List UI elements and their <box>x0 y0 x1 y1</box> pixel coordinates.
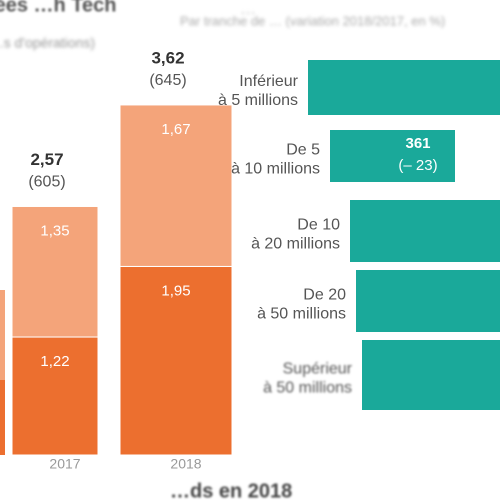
footnote: …ds en 2018 <box>170 480 292 500</box>
count-label: (645) <box>149 72 186 89</box>
category-label: De 20 à 50 millions <box>257 287 346 323</box>
year-label: 2018 <box>170 456 201 472</box>
total-label: 3,62 <box>151 48 184 67</box>
value-label: 361 <box>405 135 430 152</box>
change-label: (– 23) <box>398 157 437 174</box>
category-label: Inférieur à 5 millions <box>218 73 299 109</box>
left-subtitle: (…s d'opérations) <box>0 35 95 51</box>
left-title: …vées …h Tech <box>0 0 117 16</box>
bar-segment <box>119 265 233 456</box>
bar <box>350 200 500 262</box>
bar-segment <box>119 104 233 267</box>
category-label: De 10 à 20 millions <box>251 217 340 253</box>
count-label: (605) <box>28 174 65 191</box>
segment-label: 1,22 <box>40 353 69 370</box>
bar <box>330 130 455 182</box>
bar-segment <box>11 205 99 338</box>
segment-label: 1,67 <box>161 121 190 138</box>
right-title: … <box>240 1 256 18</box>
segment-label: 1,35 <box>40 222 69 239</box>
bar <box>308 60 500 115</box>
right-subtitle: Par tranche de … (variation 2018/2017, e… <box>180 13 445 28</box>
partial-bar <box>0 380 5 455</box>
total-label: 2,57 <box>30 150 63 169</box>
segment-label: 1,95 <box>161 282 190 299</box>
bar-segment <box>11 336 99 456</box>
bar <box>362 340 500 410</box>
category-label: Supérieur à 50 millions <box>263 361 353 397</box>
partial-bar <box>0 290 5 455</box>
year-label: 2017 <box>49 456 80 472</box>
bar <box>356 270 500 332</box>
